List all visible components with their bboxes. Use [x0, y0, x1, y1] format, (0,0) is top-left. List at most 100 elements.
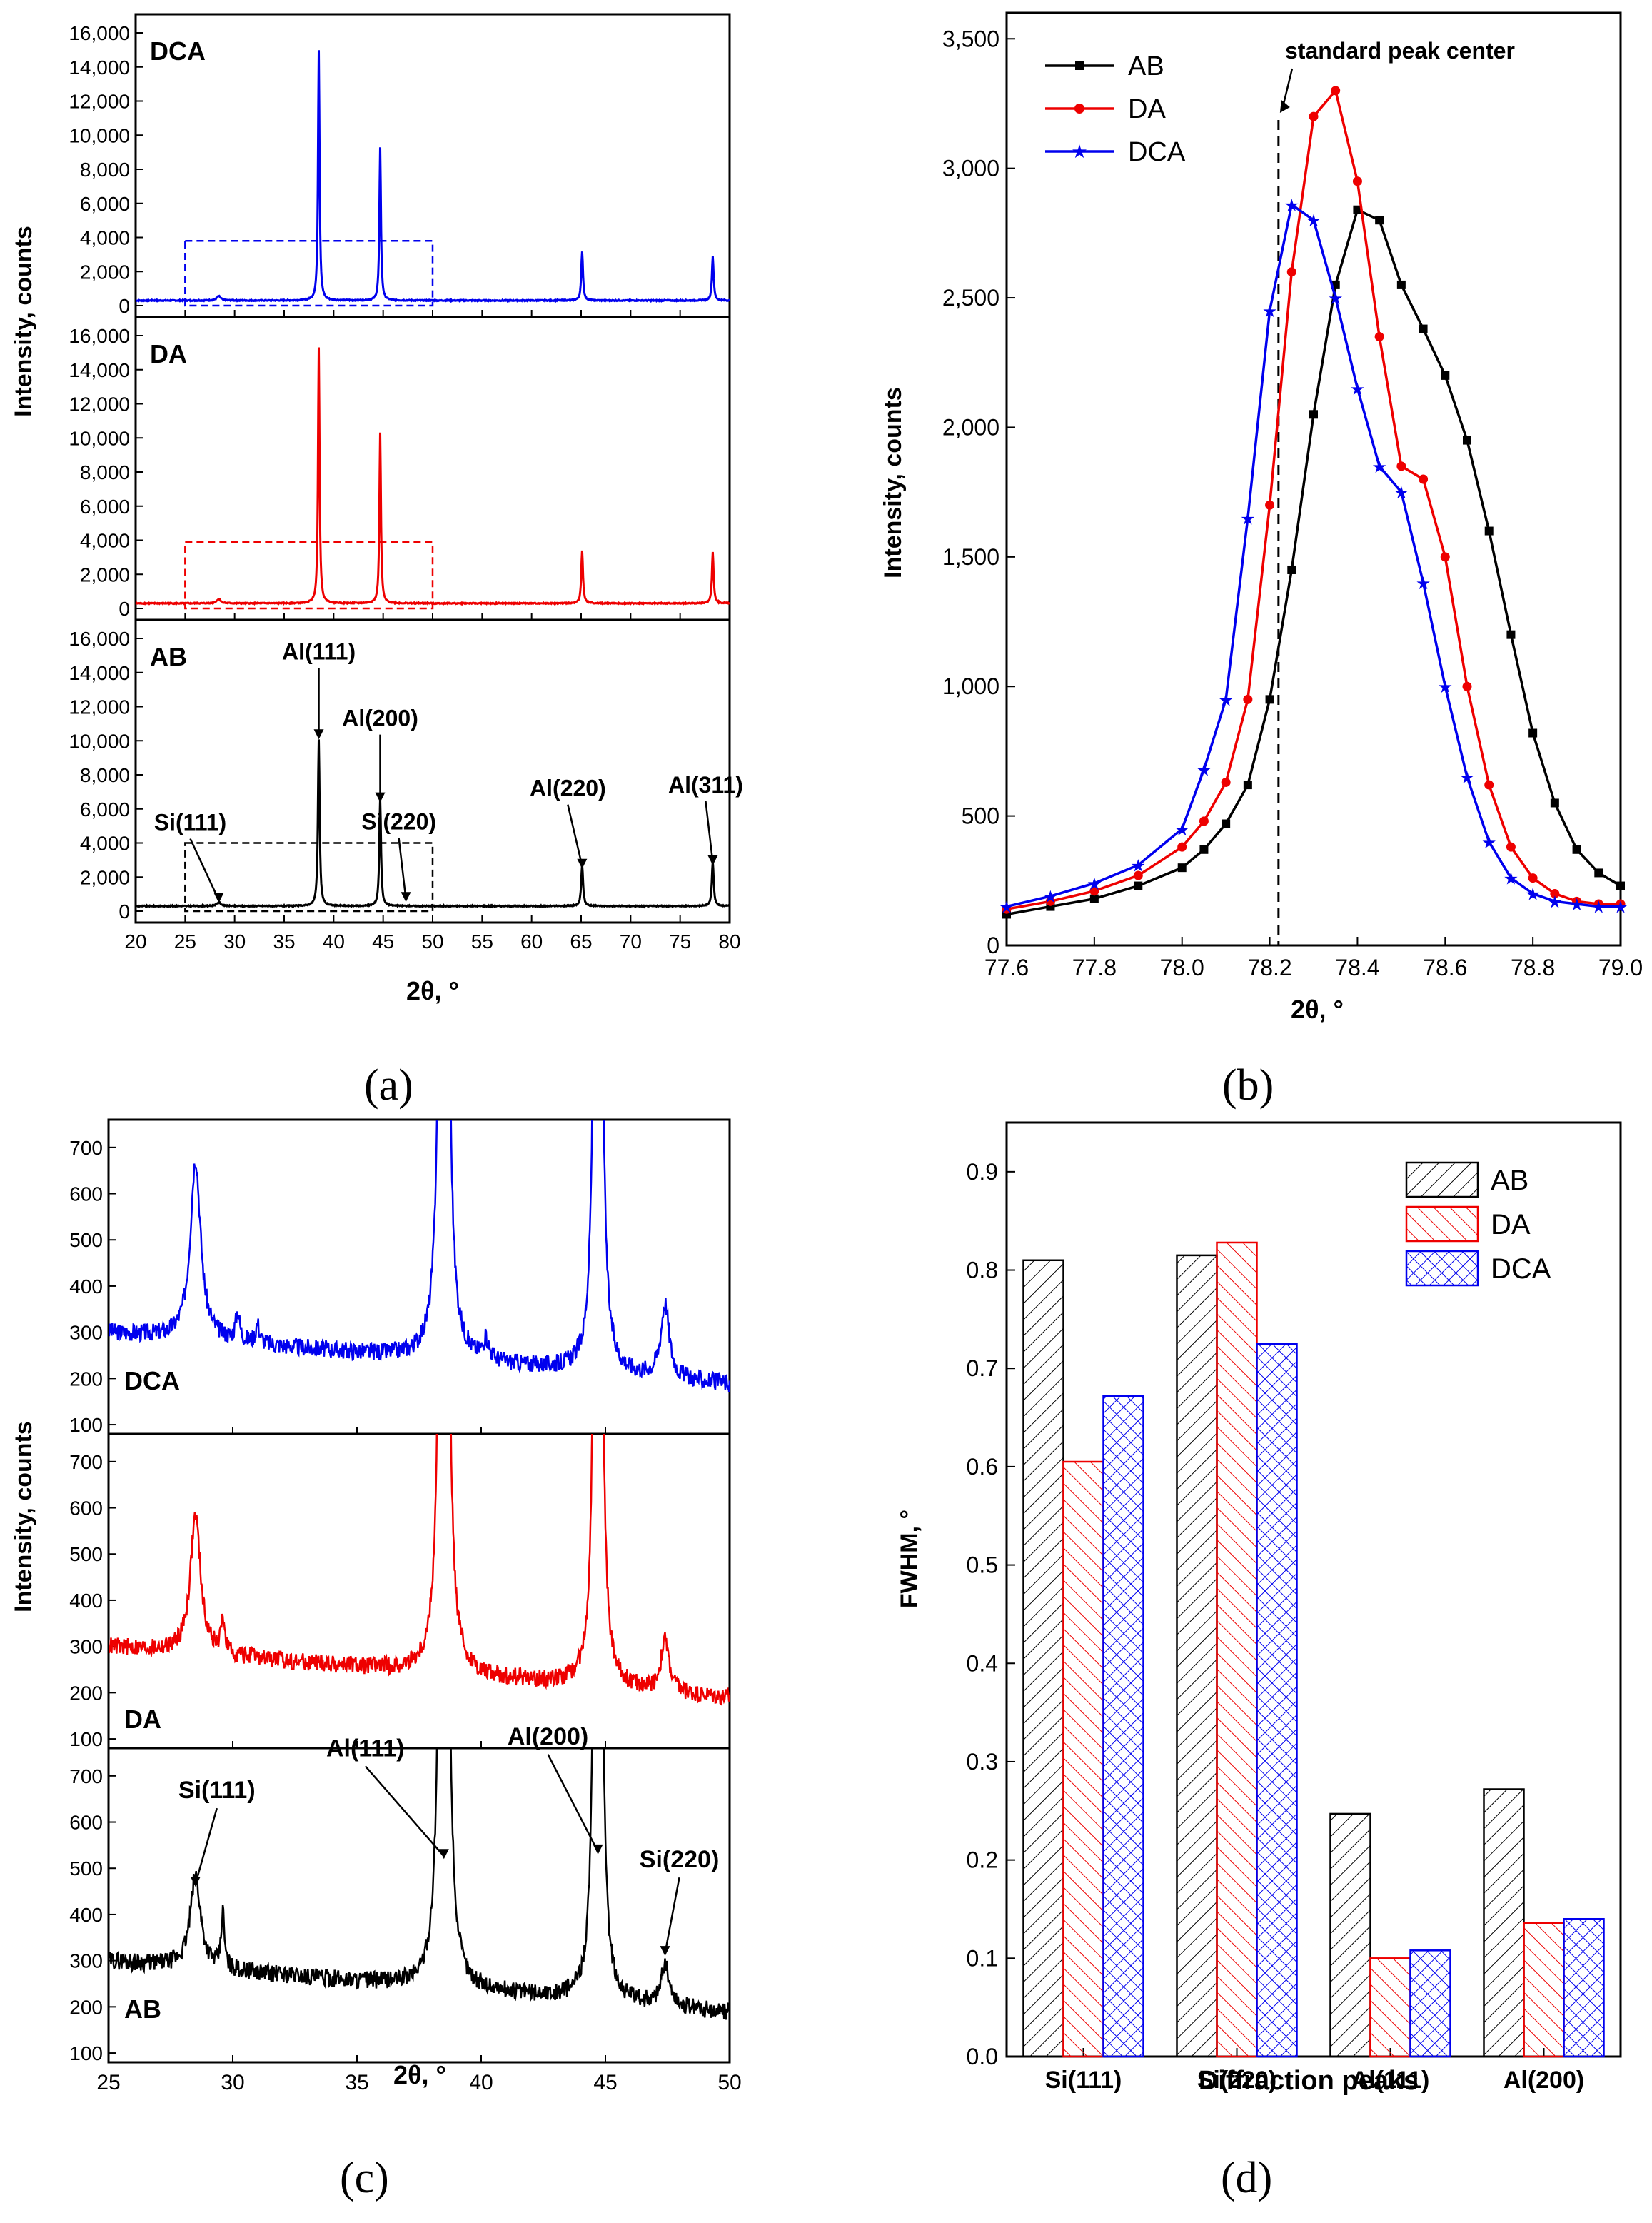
panel-b-xtick-label: 78.2: [1247, 955, 1291, 980]
panel-a-annotation-arrowhead: [375, 792, 386, 803]
panel-b-point-AB: [1572, 845, 1581, 854]
panel-b-point-AB: [1353, 205, 1362, 214]
panel-b-ylabel: Intensity, counts: [880, 387, 907, 578]
panel-b-point-AB: [1506, 630, 1516, 639]
panel-a-xtick-label: 50: [421, 930, 443, 953]
panel-b-point-AB: [1550, 798, 1559, 808]
panel-d-ytick-label: 0.5: [967, 1552, 998, 1578]
panel-b-point-DA: [1484, 780, 1494, 790]
panel-c-ytick-label: 200: [69, 1682, 103, 1704]
panel-b-xtick-label: 78.8: [1511, 955, 1555, 980]
panel-d-ytick-label: 0.7: [967, 1355, 998, 1381]
panel-b-point-DCA: ★: [1504, 870, 1519, 889]
panel-a-zoom-box-AB: [184, 842, 434, 913]
panel-d-legend-swatch-DA: [1405, 1205, 1479, 1243]
panel-b-ytick-label: 0: [987, 933, 999, 958]
panel-a-series-label-AB: AB: [150, 642, 187, 671]
panel-d-legend-label-DA: DA: [1491, 1209, 1531, 1240]
panel-b-point-AB: [1177, 863, 1187, 873]
panel-c-ytick-label: 700: [69, 1137, 103, 1159]
panel-c-caption: (c): [340, 2154, 389, 2202]
panel-b-point-DA: [1221, 777, 1231, 787]
panel-d-legend-label-AB: AB: [1491, 1165, 1528, 1196]
panel-c-ytick-label: 400: [69, 1590, 103, 1612]
panel-a-caption: (a): [364, 1061, 413, 1110]
panel-a-ytick-label: 0: [119, 598, 130, 620]
panel-a-xtick-label: 55: [471, 930, 493, 953]
panel-d-bar-DCA: [1563, 1917, 1605, 2058]
panel-b-xlabel: 2θ, °: [1291, 995, 1344, 1024]
panel-d-xtick-label: Al(111): [1351, 2067, 1430, 2094]
panel-a-xtick-label: 65: [570, 930, 592, 953]
panel-c-xtick-label: 35: [345, 2071, 368, 2094]
panel-b-point-DA: [1374, 331, 1384, 341]
panel-b-line-AB: [1006, 208, 1621, 916]
panel-c-annotation-arrow: [664, 1877, 680, 1954]
panel-a-ytick-label: 6,000: [80, 798, 130, 821]
panel-a-xtick-label: 60: [520, 930, 543, 953]
panel-a-xtick-label: 40: [323, 930, 345, 953]
panel-b-point-DCA: ★: [1394, 483, 1409, 503]
panel-b-xtick-label: 77.8: [1072, 955, 1117, 980]
panel-c-series-AB: [109, 1748, 730, 2020]
panel-a-ytick-label: 4,000: [80, 227, 130, 249]
panel-a-xtick-label: 80: [718, 930, 740, 953]
panel-b-point-DCA: ★: [1197, 761, 1212, 780]
panel-a-series-AB: [135, 739, 730, 909]
panel-b-point-DCA: ★: [1525, 885, 1541, 904]
panel-a-series-label-DA: DA: [150, 339, 187, 368]
panel-a-ytick-label: 4,000: [80, 833, 130, 855]
panel-b-point-DCA: ★: [1218, 691, 1234, 710]
panel-a-annotation-arrow: [705, 801, 714, 863]
panel-b-standard-label: standard peak center: [1285, 38, 1515, 64]
panel-c-ytick-label: 500: [69, 1543, 103, 1565]
panel-a-annotation-arrowhead: [577, 858, 588, 869]
panel-b-legend-label-DCA: DCA: [1128, 137, 1186, 167]
panel-b-frame: [1005, 11, 1622, 947]
panel-a-ytick-label: 14,000: [69, 359, 130, 381]
panel-b-point-DA: [1528, 873, 1538, 883]
panel-b-ytick-label: 3,000: [942, 156, 999, 181]
panel-b-point-DCA: ★: [999, 898, 1014, 918]
panel-b-point-AB: [1463, 436, 1471, 445]
panel-c-annotation-arrowhead: [438, 1849, 449, 1860]
panel-b-point-DCA: ★: [1087, 875, 1102, 894]
panel-c-ytick-label: 500: [69, 1857, 103, 1880]
panel-d-ytick-label: 0.0: [967, 2044, 998, 2069]
panel-b-point-AB: [1243, 781, 1252, 790]
panel-c-xtick-label: 50: [717, 2071, 741, 2094]
panel-d-bar-DA: [1062, 1460, 1104, 2058]
panel-a-annotation: Si(111): [154, 809, 226, 835]
panel-a-zoom-box-DA: [184, 541, 434, 610]
panel-a-xtick-label: 25: [174, 930, 196, 953]
panel-b-point-AB: [1419, 324, 1428, 333]
panel-c-series-label-AB: AB: [124, 1994, 161, 2024]
panel-d-xtick-label: Al(200): [1504, 2067, 1584, 2094]
panel-d-bar-AB: [1176, 1254, 1218, 2058]
panel-b-point-DA: [1045, 896, 1055, 906]
panel-a-series-DA: [135, 347, 730, 606]
panel-b-point-DA: [1309, 111, 1319, 121]
panel-a-frame-AB: [134, 618, 731, 924]
panel-a-xtick-label: 70: [620, 930, 642, 953]
panel-b-point-DCA: ★: [1174, 821, 1190, 840]
panel-c-ytick-label: 700: [69, 1451, 103, 1473]
panel-a-xtick-label: 75: [669, 930, 691, 953]
panel-a-series-DCA: [135, 50, 730, 303]
panel-b-xtick-label: 78.6: [1423, 955, 1467, 980]
panel-d-ytick-label: 0.1: [967, 1945, 998, 1971]
panel-b-point-DA: [1419, 474, 1429, 484]
panel-b-ytick-label: 2,500: [942, 285, 999, 311]
panel-d-frame: [1005, 1121, 1622, 2058]
panel-b-point-AB: [1396, 280, 1406, 289]
panel-a-annotation-arrowhead: [401, 892, 411, 903]
panel-a-xtick-label: 45: [372, 930, 394, 953]
panel-c-frame-DCA: [107, 1118, 731, 1435]
panel-a-xtick-label: 30: [223, 930, 246, 953]
panel-b-legend-marker-DCA: ★: [1071, 141, 1087, 162]
panel-a: 0 2,000 4,000 6,000 8,000 10,000 12,000 14,000 1…: [10, 13, 743, 1110]
panel-a-ytick-label: 6,000: [80, 496, 130, 518]
panel-a-annotation-arrowhead: [313, 729, 324, 740]
panel-b-point-DCA: ★: [1350, 380, 1366, 399]
